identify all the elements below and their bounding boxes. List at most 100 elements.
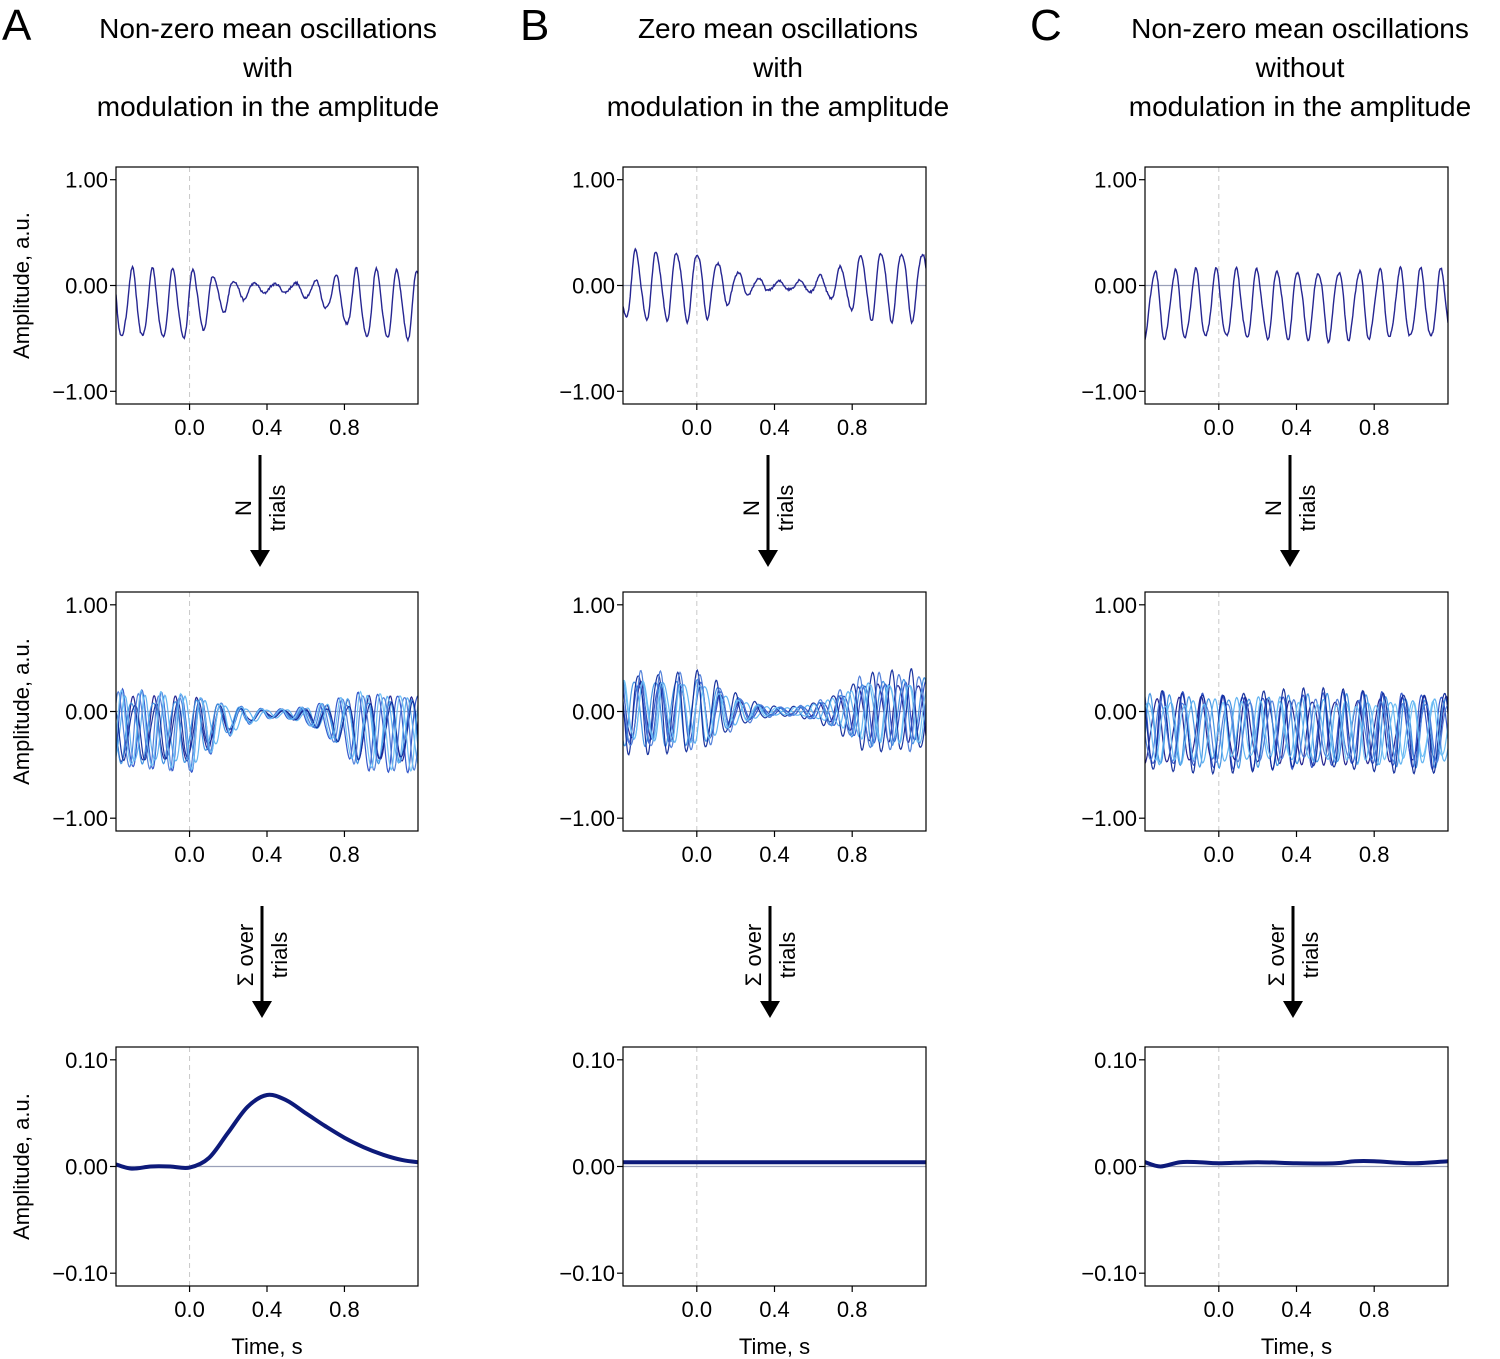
chart-panel-c-sum_over_trials: 0.10 0.00 −0.10 0.0 0.4 0.8 Time, s [1081,1046,1449,1359]
x-tick-label: 0.8 [329,415,360,440]
arrow-sum-trials-a: Σ over trials [233,906,292,1018]
x-tick-label: 0.8 [837,415,868,440]
traces [1145,686,1448,776]
y-tick-label: 0.10 [65,1048,108,1073]
x-tick-label: 0.0 [1204,1297,1235,1322]
y-tick-label: 1.00 [65,168,108,193]
trial-trace [116,264,418,343]
x-tick-label: 0.0 [174,1297,205,1322]
chart-panel-c-n_trials: 1.00 0.00 −1.00 0.0 0.4 0.8 [1081,591,1449,867]
y-tick-label: −1.00 [52,379,108,404]
title-line: modulation in the amplitude [97,91,439,122]
y-tick-label: 1.00 [1094,593,1137,618]
x-tick-label: 0.0 [1204,842,1235,867]
panel-letter-a: A [2,1,32,50]
y-tick-label: 0.10 [1094,1048,1137,1073]
chart-panel-b-n_trials: 1.00 0.00 −1.00 0.0 0.4 0.8 [559,591,927,867]
trial-trace [1145,692,1448,770]
y-tick-label: 0.00 [572,274,615,299]
y-tick-label: 0.00 [1094,1155,1137,1180]
arrow-head [250,550,270,567]
title-line: without [1255,52,1345,83]
x-tick-label: 0.8 [1359,842,1390,867]
y-tick-label: −1.00 [1081,806,1137,831]
title-line: modulation in the amplitude [1129,91,1471,122]
x-tick-label: 0.8 [1359,415,1390,440]
traces [623,247,926,326]
column-title-b: Zero mean oscillations with modulation i… [607,13,949,122]
arrow-head [758,550,778,567]
arrow-sum-trials-b: Σ over trials [741,906,800,1018]
traces [1145,1158,1448,1169]
x-tick-label: 0.4 [1281,415,1312,440]
x-axis-label: Time, s [739,1334,810,1359]
trial-trace [116,689,418,773]
trial-trace [1145,265,1448,345]
arrow-label-bottom: trials [773,485,798,531]
y-tick-label: 0.00 [1094,274,1137,299]
arrow-label-bottom: trials [1295,485,1320,531]
x-tick-label: 0.0 [174,842,205,867]
trial-trace [623,679,926,745]
y-axis-label: Amplitude, a.u. [9,638,34,785]
x-tick-label: 0.4 [759,842,790,867]
y-tick-label: −0.10 [559,1261,615,1286]
traces [116,687,418,774]
title-line: Non-zero mean oscillations [1131,13,1469,44]
arrow-label-top: N [739,500,764,516]
x-tick-label: 0.4 [759,415,790,440]
y-tick-label: 1.00 [572,168,615,193]
arrow-n-trials-c: N trials [1261,455,1320,567]
panel-letter-c: C [1030,1,1062,50]
panel-letter-b: B [520,1,549,50]
y-tick-label: −0.10 [52,1261,108,1286]
x-tick-label: 0.4 [252,415,283,440]
x-axis-label: Time, s [231,1334,302,1359]
trial-trace [623,247,926,326]
x-tick-label: 0.4 [1281,842,1312,867]
traces [623,667,926,756]
arrow-head [760,1001,780,1018]
chart-panel-a-single_trial: 1.00 0.00 −1.00 0.0 0.4 0.8 Amplitude, a.u. [9,166,419,440]
x-tick-label: 0.8 [1359,1297,1390,1322]
x-tick-label: 0.8 [329,842,360,867]
traces [116,1092,418,1171]
arrow-label-bottom: trials [1298,932,1323,978]
x-tick-label: 0.8 [837,842,868,867]
y-tick-label: 0.00 [65,274,108,299]
y-tick-label: 0.00 [1094,700,1137,725]
arrow-n-trials-a: N trials [231,455,290,567]
traces [116,264,418,343]
x-tick-label: 0.4 [759,1297,790,1322]
x-tick-label: 0.4 [252,842,283,867]
trial-trace [116,694,418,765]
arrow-n-trials-b: N trials [739,455,798,567]
y-tick-label: 0.00 [65,700,108,725]
chart-panel-a-n_trials: 1.00 0.00 −1.00 0.0 0.4 0.8 Amplitude, a.u. [9,591,419,867]
trial-trace [623,667,926,756]
y-tick-label: 1.00 [65,593,108,618]
y-axis-label: Amplitude, a.u. [9,1093,34,1240]
y-tick-label: 1.00 [572,593,615,618]
chart-panel-a-sum_over_trials: 0.10 0.00 −0.10 0.0 0.4 0.8 Amplitude, a.u. Tim… [9,1046,419,1359]
arrow-head [252,1001,272,1018]
title-line: Non-zero mean oscillations [99,13,437,44]
y-tick-label: −1.00 [52,806,108,831]
arrow-sum-trials-c: Σ over trials [1264,906,1323,1018]
y-tick-label: 0.10 [572,1048,615,1073]
y-tick-label: 1.00 [1094,168,1137,193]
arrow-label-bottom: trials [267,932,292,978]
y-tick-label: 0.00 [65,1155,108,1180]
chart-panel-c-single_trial: 1.00 0.00 −1.00 0.0 0.4 0.8 [1081,166,1449,440]
arrow-head [1283,1001,1303,1018]
y-axis-label: Amplitude, a.u. [9,212,34,359]
x-tick-label: 0.8 [329,1297,360,1322]
evoked-trace-c [1145,1158,1448,1169]
trial-trace [1145,700,1448,762]
y-tick-label: −1.00 [559,806,615,831]
x-tick-label: 0.8 [837,1297,868,1322]
arrow-label-top: Σ over [741,924,766,987]
arrow-head [1280,550,1300,567]
